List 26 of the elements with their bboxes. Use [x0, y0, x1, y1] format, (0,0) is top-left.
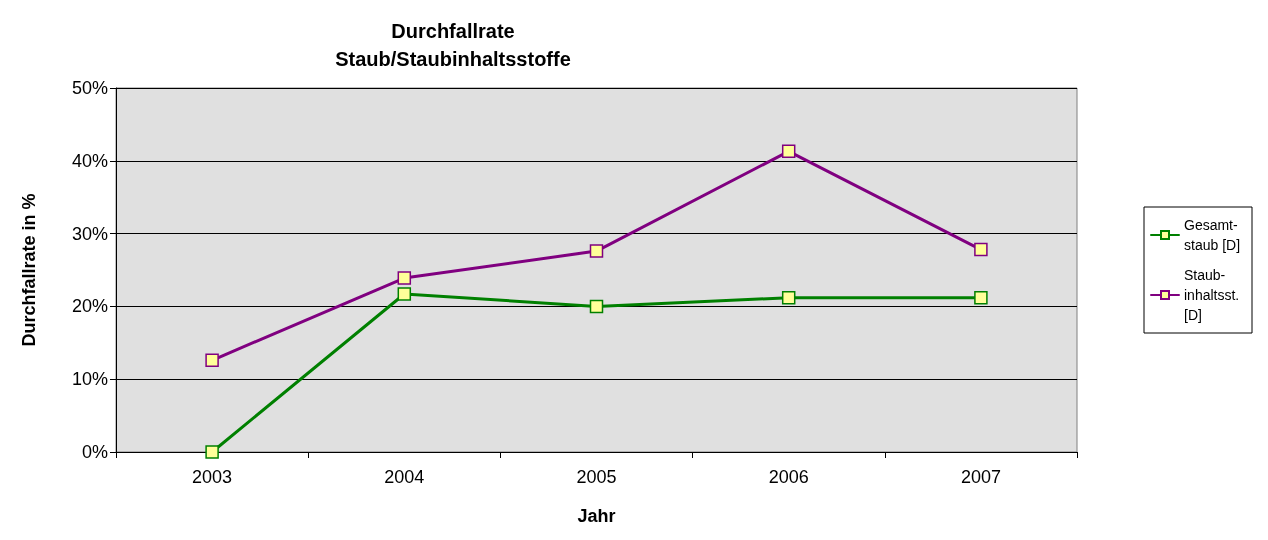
y-axis-title: Durchfallrate in %: [19, 193, 39, 347]
y-tick-label: 50%: [71, 78, 108, 98]
x-tick-label: 2005: [576, 467, 617, 487]
point: [974, 242, 988, 257]
y-tick-label: 10%: [71, 369, 108, 390]
legend-label: Gesamt- staub [D]: [1184, 217, 1242, 253]
x-tick-label: 2007: [960, 467, 1001, 487]
x-axis-title: Jahr: [577, 506, 616, 526]
y-tick-label: 0%: [81, 442, 108, 462]
point: [781, 290, 796, 305]
point: [397, 287, 412, 301]
point: [397, 271, 412, 285]
point: [205, 353, 219, 368]
point: [589, 299, 604, 314]
y-tick-label: 40%: [71, 150, 108, 171]
point: [781, 144, 796, 159]
x-tick-label: 2003: [192, 467, 233, 487]
x-tick-label: 2006: [768, 467, 809, 487]
point: [589, 244, 604, 258]
legend-label: Staub- inhaltsst. [D]: [1184, 267, 1244, 323]
y-tick-label: 30%: [71, 223, 108, 244]
point: [974, 290, 988, 305]
chart-title: Durchfallrate Staub/Staubinhaltsstoffe: [335, 20, 571, 70]
point: [205, 445, 219, 459]
x-tick-label: 2004: [384, 467, 425, 487]
y-tick-label: 20%: [71, 296, 108, 317]
